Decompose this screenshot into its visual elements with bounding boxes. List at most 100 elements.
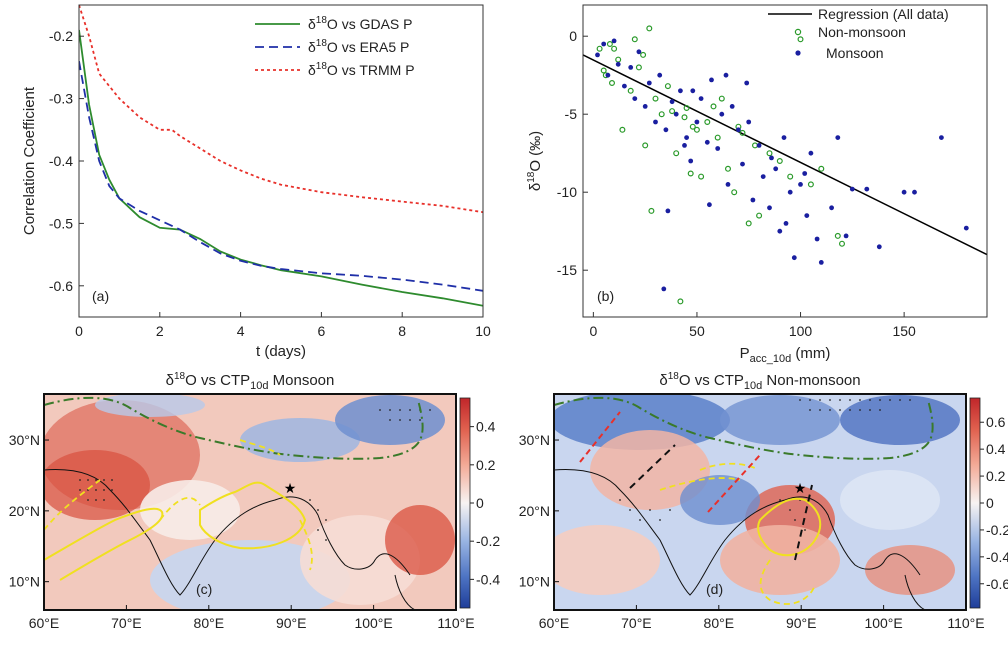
non-monsoon-point	[838, 240, 845, 247]
y-tick-label: -0.5	[49, 215, 73, 231]
non-monsoon-point	[640, 51, 647, 58]
non-monsoon-point	[724, 165, 731, 172]
y-tick-label: -5	[565, 106, 578, 122]
non-monsoon-point	[669, 108, 676, 115]
non-monsoon-point	[631, 36, 638, 43]
colorbar-tick-label: 0.2	[476, 457, 496, 473]
lat-tick-label: 30°N	[519, 432, 550, 448]
colorbar-tick-label: 0.2	[986, 468, 1006, 484]
panel-d-contour-dashed	[659, 462, 816, 605]
monsoon-point	[729, 104, 735, 109]
monsoon-point	[773, 166, 779, 172]
monsoon-point	[791, 255, 797, 261]
panel-d-red-transect-1	[579, 411, 621, 463]
lon-tick-label: 80°E	[194, 615, 225, 631]
panel-d-contour-solid	[757, 497, 822, 557]
monsoon-point	[704, 139, 710, 145]
monsoon-point	[744, 80, 750, 86]
y-tick-label: 0	[569, 28, 577, 44]
lat-tick-label: 20°N	[9, 503, 40, 519]
colorbar-tick-label: 0	[476, 495, 484, 511]
monsoon-point	[628, 65, 634, 70]
panel-c-station-marker: ★	[284, 480, 297, 496]
series-line-1	[79, 61, 483, 292]
panel-b-legend: Regression (All data) Non-monsoon Monsoon	[768, 6, 949, 61]
monsoon-point	[682, 143, 687, 148]
lon-tick-label: 90°E	[786, 615, 817, 631]
non-monsoon-point	[681, 114, 688, 121]
monsoon-point	[802, 171, 808, 176]
panel-c-coastline	[44, 469, 416, 610]
lat-tick-label: 20°N	[519, 503, 550, 519]
lon-tick-label: 60°E	[539, 615, 570, 631]
panel-a-xlabel: t (days)	[256, 343, 306, 360]
panel-d-frame	[553, 393, 967, 611]
non-monsoon-point	[834, 232, 841, 239]
monsoon-point	[723, 72, 729, 78]
legend-label: Non-monsoon	[818, 24, 906, 40]
legend-swatch	[795, 50, 801, 56]
non-monsoon-point	[615, 56, 622, 63]
non-monsoon-point	[807, 181, 814, 188]
non-monsoon-point	[739, 129, 746, 136]
monsoon-point	[901, 189, 907, 195]
monsoon-point	[615, 61, 621, 67]
y-tick-label: -0.3	[49, 91, 73, 107]
non-monsoon-point	[797, 36, 804, 43]
monsoon-point	[678, 88, 683, 94]
lon-tick-label: 110°E	[437, 615, 474, 631]
monsoon-point	[781, 135, 787, 141]
panel-c-map: δ18O vs CTP10d Monsoon	[9, 371, 501, 631]
colorbar-tick-label: 0.6	[986, 414, 1006, 430]
panel-c-anomaly-field	[44, 394, 455, 610]
legend-label: Regression (All data)	[818, 6, 949, 22]
non-monsoon-point	[658, 111, 665, 118]
monsoon-point	[690, 88, 696, 94]
non-monsoon-point	[787, 173, 794, 180]
panel-b-ylabel: δ18O (‰)	[526, 131, 544, 191]
monsoon-point	[756, 143, 762, 148]
monsoon-point	[760, 174, 766, 180]
monsoon-point	[746, 119, 752, 125]
non-monsoon-point	[704, 118, 711, 125]
colorbar-tick-label: 0.4	[986, 441, 1006, 457]
non-monsoon-point	[664, 83, 671, 90]
monsoon-point	[709, 77, 714, 83]
panel-d-significance-dots	[619, 399, 911, 531]
panel-a-line-chart: 0 2 4 6 8 10 -0.2 -0.3 -0.4 -0.5 -0.6 t (days) Cor…	[21, 4, 491, 360]
monsoon-point	[750, 197, 756, 203]
non-monsoon-point	[766, 150, 773, 157]
monsoon-point	[653, 119, 658, 125]
monsoon-point	[642, 104, 648, 109]
monsoon-point	[665, 208, 671, 214]
panel-c-plateau-boundary	[44, 396, 424, 460]
monsoon-point	[646, 80, 652, 86]
monsoon-point	[669, 99, 675, 105]
monsoon-point	[808, 150, 814, 156]
legend-label: δ18O vs TRMM P	[308, 61, 415, 78]
non-monsoon-point	[718, 95, 725, 102]
monsoon-point	[777, 228, 783, 234]
monsoon-point	[843, 233, 849, 239]
monsoon-point	[611, 38, 617, 44]
x-tick-label: 8	[398, 323, 406, 339]
x-tick-label: 6	[318, 323, 326, 339]
panel-c-frame	[43, 393, 457, 611]
non-monsoon-point	[745, 220, 752, 227]
panel-c-contour-solid	[44, 481, 307, 581]
y-tick-label: -0.2	[49, 28, 73, 44]
non-monsoon-point	[673, 150, 680, 157]
non-monsoon-point	[611, 45, 618, 52]
monsoon-point	[829, 205, 834, 211]
non-monsoon-point	[714, 134, 721, 141]
monsoon-point	[657, 72, 663, 78]
y-tick-label: -15	[557, 262, 577, 278]
monsoon-point	[814, 236, 820, 242]
panel-d-black-transect-1	[629, 444, 676, 489]
monsoon-point	[787, 189, 793, 195]
monsoon-point	[715, 146, 721, 151]
x-tick-label: 4	[237, 323, 245, 339]
lon-tick-label: 80°E	[704, 615, 735, 631]
monsoon-point	[673, 111, 679, 117]
legend-label: Monsoon	[826, 45, 884, 61]
